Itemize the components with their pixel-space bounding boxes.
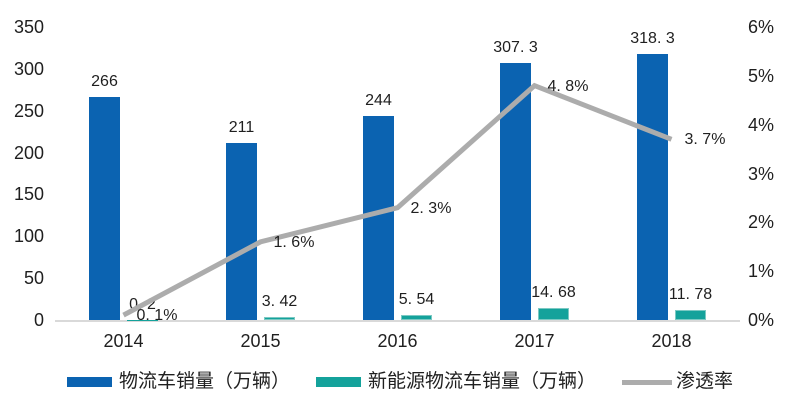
- legend-label-nev-logistics-sales: 新能源物流车销量（万辆）: [367, 371, 596, 392]
- line-value-label: 2. 3%: [410, 199, 452, 217]
- y-axis-tick-right: 1%: [748, 261, 775, 282]
- y-axis-tick-left: 0: [33, 310, 44, 330]
- bar-nev-logistics-sales: [264, 317, 295, 320]
- y-axis-tick-right: 4%: [748, 114, 775, 135]
- bar-logistics-sales: [89, 97, 120, 320]
- legend-label-penetration-rate: 渗透率: [676, 371, 734, 392]
- x-axis-line: [55, 320, 740, 322]
- legend: 物流车销量（万辆） 新能源物流车销量（万辆） 渗透率: [0, 371, 800, 393]
- legend-item-logistics-sales: 物流车销量（万辆）: [66, 371, 290, 393]
- legend-swatch-blue: [66, 377, 112, 387]
- bar-nev-logistics-sales: [675, 310, 706, 320]
- x-axis-label: 2014: [103, 331, 144, 351]
- bar-value-label: 307. 3: [493, 38, 538, 56]
- y-axis-tick-right: 3%: [748, 163, 775, 184]
- y-axis-tick-right: 6%: [748, 17, 775, 37]
- legend-item-penetration-rate: 渗透率: [622, 371, 733, 393]
- y-axis-tick-left: 300: [13, 58, 44, 79]
- y-axis-tick-left: 350: [13, 17, 44, 37]
- bar-value-label: 318. 3: [630, 29, 675, 47]
- line-value-label: 1. 6%: [273, 233, 315, 251]
- y-axis-tick-right: 0%: [748, 310, 775, 330]
- y-axis-tick-left: 200: [13, 142, 44, 163]
- y-axis-tick-left: 150: [13, 184, 44, 205]
- bar-value-label: 266: [91, 73, 118, 91]
- x-axis-label: 2017: [514, 331, 555, 351]
- y-axis-tick-left: 100: [13, 226, 44, 247]
- y-axis-tick-left: 50: [23, 268, 44, 289]
- legend-item-nev-logistics-sales: 新能源物流车销量（万辆）: [315, 371, 596, 393]
- y-axis-tick-right: 2%: [748, 212, 775, 233]
- legend-swatch-gray-line: [622, 379, 672, 385]
- line-value-label: 3. 7%: [684, 131, 726, 149]
- x-axis-label: 2018: [651, 331, 692, 351]
- line-value-label: 4. 8%: [547, 77, 589, 95]
- legend-label-logistics-sales: 物流车销量（万辆）: [118, 371, 290, 392]
- y-axis-tick-right: 5%: [748, 65, 775, 86]
- line-value-label: 0. 1%: [136, 307, 178, 325]
- y-axis-tick-left: 250: [13, 100, 44, 121]
- x-axis-label: 2015: [240, 331, 281, 351]
- legend-swatch-teal: [315, 377, 361, 387]
- x-axis-label: 2016: [377, 331, 418, 351]
- bar-value-label: 11. 78: [668, 286, 713, 304]
